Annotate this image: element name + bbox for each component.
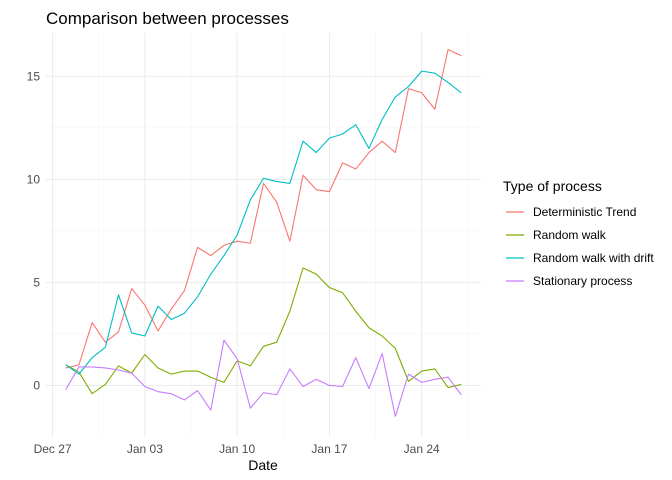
x-tick-label: Jan 10 (219, 442, 255, 456)
grid (46, 33, 481, 437)
x-tick-label: Jan 17 (311, 442, 347, 456)
chart-title: Comparison between processes (46, 9, 289, 28)
series-line-random-walk (65, 267, 462, 395)
series-line-random-walk-with-drift (65, 70, 462, 375)
y-tick-label: 0 (33, 378, 40, 392)
x-tick-label: Jan 03 (127, 442, 163, 456)
x-axis-ticks: Dec 27 Jan 03 Jan 10 Jan 17 Jan 24 (34, 442, 440, 456)
legend-label: Random walk (533, 228, 607, 242)
y-tick-label: 15 (27, 69, 41, 83)
x-tick-label: Jan 24 (404, 442, 440, 456)
series-line-deterministic-trend (65, 48, 462, 369)
legend: Type of process Deterministic Trend Rando… (503, 178, 654, 288)
legend-label: Random walk with drift (533, 251, 654, 265)
series-lines (65, 48, 462, 417)
y-tick-label: 10 (27, 172, 41, 186)
legend-label: Stationary process (533, 274, 632, 288)
legend-label: Deterministic Trend (533, 205, 636, 219)
x-tick-label: Dec 27 (34, 442, 72, 456)
legend-title: Type of process (503, 178, 602, 194)
series-line-stationary-process (65, 339, 462, 417)
y-tick-label: 5 (33, 275, 40, 289)
x-axis-title: Date (248, 457, 278, 473)
y-axis-ticks: 0 5 10 15 (27, 69, 41, 392)
